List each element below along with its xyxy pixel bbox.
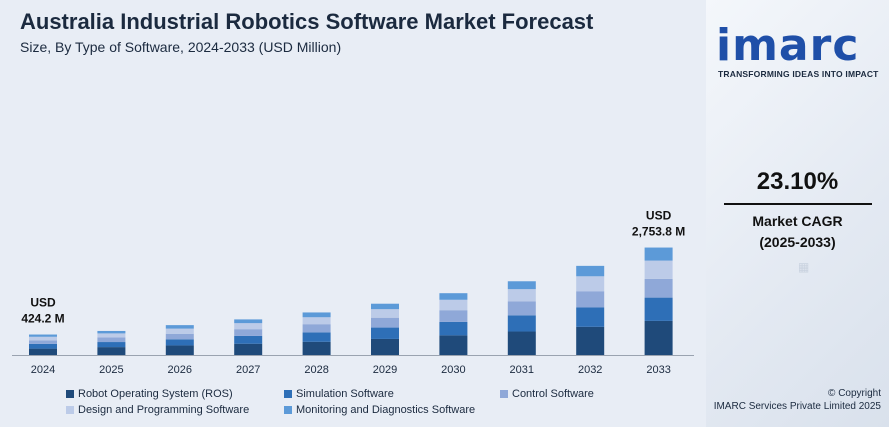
bar-segment-2028-3 — [302, 317, 331, 325]
copyright-owner: IMARC Services Private Limited 2025 — [713, 401, 881, 412]
bar-segment-2024-4 — [29, 334, 57, 337]
legend-item-simulation: Simulation Software — [284, 388, 394, 400]
bar-segment-2031-0 — [507, 331, 536, 355]
copyright-line: © Copyright — [828, 388, 881, 399]
legend-item-control: Control Software — [500, 388, 594, 400]
x-tick-label: 2024 — [31, 364, 55, 376]
cagr-label: Market CAGR — [752, 213, 843, 229]
imarc-logo: imarc — [716, 20, 860, 71]
bar-segment-2033-4 — [644, 247, 673, 261]
logo-tagline: TRANSFORMING IDEAS INTO IMPACT — [718, 69, 879, 79]
legend-item-monitoring: Monitoring and Diagnostics Software — [284, 404, 475, 416]
legend-label-simulation: Simulation Software — [296, 388, 394, 400]
cagr-period: (2025-2033) — [759, 234, 836, 250]
bar-segment-2029-2 — [371, 317, 399, 328]
bar-segment-2031-4 — [507, 281, 536, 290]
bar-segment-2024-2 — [29, 340, 57, 344]
bar-segment-2027-1 — [234, 335, 263, 344]
bar-segment-2026-2 — [165, 333, 194, 340]
bar-segment-2033-1 — [644, 297, 673, 321]
total-label-value: 2,753.8 M — [632, 225, 685, 239]
legend-item-ros: Robot Operating System (ROS) — [66, 388, 233, 400]
bar-segment-2028-1 — [302, 332, 331, 342]
bar-segment-2029-0 — [371, 338, 399, 355]
bar-segment-2027-3 — [234, 323, 263, 330]
bar-segment-2025-1 — [97, 342, 126, 348]
x-tick-label: 2025 — [99, 364, 123, 376]
bar-segment-2028-2 — [302, 324, 331, 333]
bar-segment-2024-0 — [29, 348, 57, 355]
brand-sidebar: ▦ imarc TRANSFORMING IDEAS INTO IMPACT 2… — [706, 0, 889, 427]
bar-segment-2033-2 — [644, 278, 673, 298]
bar-segment-2026-0 — [165, 345, 194, 355]
x-tick-label: 2026 — [168, 364, 192, 376]
total-label-currency: USD — [646, 209, 672, 223]
bar-segment-2031-2 — [507, 301, 536, 316]
bar-segment-2024-1 — [29, 343, 57, 349]
bar-segment-2032-3 — [576, 276, 605, 292]
cagr-divider — [724, 203, 872, 205]
bar-segment-2033-3 — [644, 260, 673, 279]
bar-segment-2030-4 — [439, 293, 468, 300]
bar-segment-2030-3 — [439, 299, 468, 311]
stacked-bar-chart: 2024 USD 424.2 M 2025 2026 2027 2028 2029 2030 20… — [12, 209, 694, 376]
legend-swatch-monitoring — [284, 406, 292, 414]
bar-segment-2030-1 — [439, 321, 468, 336]
legend-swatch-control — [500, 390, 508, 398]
x-tick-label: 2027 — [236, 364, 260, 376]
bar-segment-2027-4 — [234, 319, 263, 324]
legend-label-monitoring: Monitoring and Diagnostics Software — [296, 404, 476, 416]
bar-segment-2032-4 — [576, 265, 605, 277]
x-tick-label: 2031 — [510, 364, 534, 376]
legend-label-ros: Robot Operating System (ROS) — [78, 388, 233, 400]
legend-swatch-design — [66, 406, 74, 414]
bar-segment-2029-1 — [371, 327, 399, 339]
bar-segment-2028-4 — [302, 312, 331, 318]
bar-segment-2033-0 — [644, 320, 673, 355]
bar-segment-2025-2 — [97, 337, 126, 343]
legend-label-control: Control Software — [512, 388, 594, 400]
bar-segment-2029-4 — [371, 303, 399, 310]
total-label-value: 424.2 M — [21, 312, 64, 326]
bar-segment-2025-3 — [97, 333, 126, 338]
bar-segment-2026-3 — [165, 328, 194, 334]
bar-segment-2032-2 — [576, 291, 605, 308]
bar-segment-2031-3 — [507, 289, 536, 302]
bar-segment-2027-2 — [234, 329, 263, 336]
x-tick-label: 2032 — [578, 364, 602, 376]
bar-segment-2031-1 — [507, 315, 536, 332]
total-label-currency: USD — [30, 296, 56, 310]
background-decoration: ▦ — [798, 260, 810, 274]
bar-segment-2032-1 — [576, 307, 605, 327]
bar-segment-2027-0 — [234, 343, 263, 355]
bar-segment-2030-2 — [439, 310, 468, 322]
bar-segment-2025-0 — [97, 347, 126, 355]
legend-swatch-simulation — [284, 390, 292, 398]
bar-segment-2026-1 — [165, 339, 194, 346]
bar-segment-2024-3 — [29, 336, 57, 341]
x-tick-label: 2033 — [646, 364, 670, 376]
bar-segment-2026-4 — [165, 325, 194, 329]
x-tick-label: 2028 — [304, 364, 328, 376]
x-tick-label: 2030 — [441, 364, 465, 376]
bar-segment-2028-0 — [302, 341, 331, 355]
legend-label-design: Design and Programming Software — [78, 404, 250, 416]
cagr-value: 23.10% — [756, 168, 839, 195]
legend-swatch-ros — [66, 390, 74, 398]
chart-panel: Australia Industrial Robotics Software M… — [0, 0, 706, 427]
chart-subtitle: Size, By Type of Software, 2024-2033 (US… — [20, 39, 342, 55]
legend-item-design: Design and Programming Software — [66, 404, 249, 416]
bar-segment-2029-3 — [371, 309, 399, 318]
bar-segment-2025-4 — [97, 330, 126, 334]
chart-title: Australia Industrial Robotics Software M… — [20, 9, 594, 34]
bar-segment-2032-0 — [576, 326, 605, 355]
x-tick-label: 2029 — [373, 364, 397, 376]
bar-segment-2030-0 — [439, 335, 468, 355]
